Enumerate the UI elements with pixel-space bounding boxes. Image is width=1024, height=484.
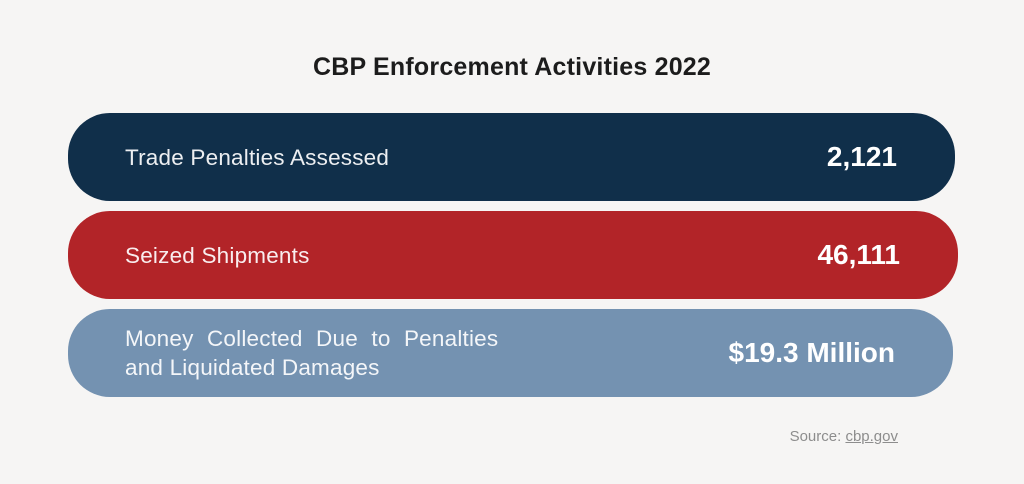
source-attribution: Source: cbp.gov	[790, 428, 898, 445]
bar-value-money-collected: $19.3 Million	[728, 337, 896, 368]
bar-label-line: and Liquidated Damages	[125, 355, 380, 380]
source-link[interactable]: cbp.gov	[845, 428, 898, 445]
bar-label-trade-penalties: Trade Penalties Assessed	[125, 143, 389, 172]
bar-seized-shipments: Seized Shipments 46,111	[68, 211, 958, 299]
bar-label-line: Money Collected Due to Penalties	[125, 326, 499, 351]
chart-title: CBP Enforcement Activities 2022	[312, 53, 712, 81]
bar-label-line: Trade Penalties Assessed	[125, 144, 390, 170]
bar-label-money-collected: Money Collected Due to Penalties and Liq…	[125, 324, 498, 382]
bar-chart: Trade Penalties Assessed 2,121 Seized Sh…	[68, 113, 958, 397]
bar-trade-penalties: Trade Penalties Assessed 2,121	[68, 113, 955, 201]
bar-money-collected: Money Collected Due to Penalties and Liq…	[68, 309, 953, 397]
bar-value-seized-shipments: 46,111	[817, 239, 900, 270]
bar-label-line: Seized Shipments	[125, 242, 310, 268]
bar-value-trade-penalties: 2,121	[826, 141, 897, 172]
source-label: Source:	[789, 428, 846, 445]
bar-label-seized-shipments: Seized Shipments	[125, 241, 310, 270]
